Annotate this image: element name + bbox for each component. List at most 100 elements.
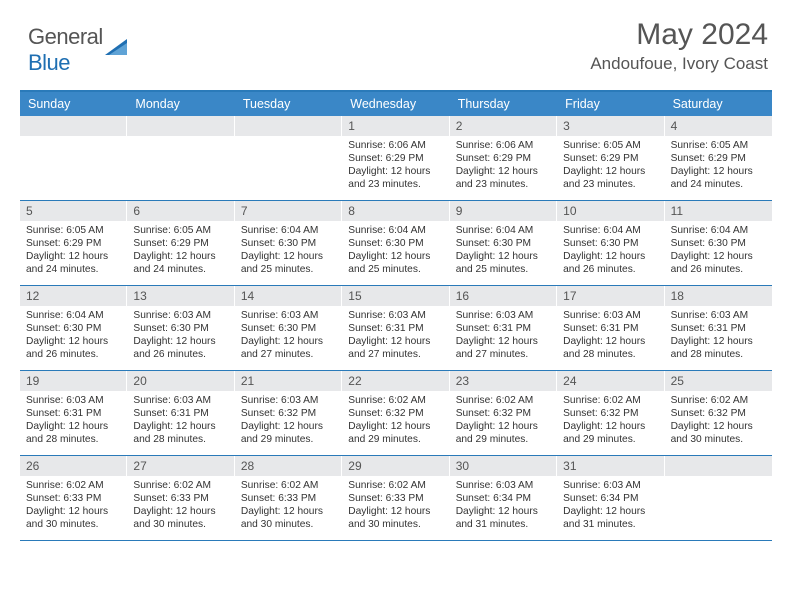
day-number: 5 (20, 201, 127, 221)
day-number: 16 (450, 286, 557, 306)
day-info: Sunrise: 6:03 AMSunset: 6:30 PMDaylight:… (127, 306, 234, 365)
day-number: 19 (20, 371, 127, 391)
week-row: ...1Sunrise: 6:06 AMSunset: 6:29 PMDayli… (20, 116, 772, 201)
day-number: 24 (557, 371, 664, 391)
day-cell: 18Sunrise: 6:03 AMSunset: 6:31 PMDayligh… (665, 286, 772, 370)
day-number: 2 (450, 116, 557, 136)
day-info: Sunrise: 6:03 AMSunset: 6:31 PMDaylight:… (20, 391, 127, 450)
day-number: 20 (127, 371, 234, 391)
day-cell: 26Sunrise: 6:02 AMSunset: 6:33 PMDayligh… (20, 456, 127, 540)
day-cell: 9Sunrise: 6:04 AMSunset: 6:30 PMDaylight… (450, 201, 557, 285)
day-number: . (20, 116, 127, 136)
day-header-cell: Friday (557, 92, 664, 116)
week-row: 26Sunrise: 6:02 AMSunset: 6:33 PMDayligh… (20, 456, 772, 541)
day-number: . (127, 116, 234, 136)
logo-part1: General (28, 24, 103, 49)
logo-triangle-icon (105, 37, 131, 64)
day-info: Sunrise: 6:02 AMSunset: 6:32 PMDaylight:… (665, 391, 772, 450)
day-number: 15 (342, 286, 449, 306)
day-info: Sunrise: 6:03 AMSunset: 6:31 PMDaylight:… (450, 306, 557, 365)
day-cell: 12Sunrise: 6:04 AMSunset: 6:30 PMDayligh… (20, 286, 127, 370)
header: General Blue May 2024 Andoufoue, Ivory C… (0, 0, 792, 84)
day-cell: 3Sunrise: 6:05 AMSunset: 6:29 PMDaylight… (557, 116, 664, 200)
day-cell: . (235, 116, 342, 200)
day-cell: 4Sunrise: 6:05 AMSunset: 6:29 PMDaylight… (665, 116, 772, 200)
day-number: . (665, 456, 772, 476)
day-cell: 13Sunrise: 6:03 AMSunset: 6:30 PMDayligh… (127, 286, 234, 370)
day-info: Sunrise: 6:05 AMSunset: 6:29 PMDaylight:… (20, 221, 127, 280)
day-info: Sunrise: 6:05 AMSunset: 6:29 PMDaylight:… (127, 221, 234, 280)
week-row: 12Sunrise: 6:04 AMSunset: 6:30 PMDayligh… (20, 286, 772, 371)
day-number: 29 (342, 456, 449, 476)
logo: General Blue (28, 24, 131, 76)
day-cell: 2Sunrise: 6:06 AMSunset: 6:29 PMDaylight… (450, 116, 557, 200)
day-cell: 29Sunrise: 6:02 AMSunset: 6:33 PMDayligh… (342, 456, 449, 540)
day-cell: 17Sunrise: 6:03 AMSunset: 6:31 PMDayligh… (557, 286, 664, 370)
day-number: 1 (342, 116, 449, 136)
day-number: 23 (450, 371, 557, 391)
day-cell: 7Sunrise: 6:04 AMSunset: 6:30 PMDaylight… (235, 201, 342, 285)
day-cell: 30Sunrise: 6:03 AMSunset: 6:34 PMDayligh… (450, 456, 557, 540)
day-info: Sunrise: 6:02 AMSunset: 6:33 PMDaylight:… (127, 476, 234, 535)
day-cell: 6Sunrise: 6:05 AMSunset: 6:29 PMDaylight… (127, 201, 234, 285)
day-header-cell: Saturday (665, 92, 772, 116)
day-cell: 8Sunrise: 6:04 AMSunset: 6:30 PMDaylight… (342, 201, 449, 285)
day-cell: 31Sunrise: 6:03 AMSunset: 6:34 PMDayligh… (557, 456, 664, 540)
week-row: 5Sunrise: 6:05 AMSunset: 6:29 PMDaylight… (20, 201, 772, 286)
day-number: 14 (235, 286, 342, 306)
day-info: Sunrise: 6:03 AMSunset: 6:31 PMDaylight:… (665, 306, 772, 365)
day-info: Sunrise: 6:02 AMSunset: 6:32 PMDaylight:… (557, 391, 664, 450)
logo-part2: Blue (28, 50, 70, 75)
day-cell: . (665, 456, 772, 540)
day-info: Sunrise: 6:06 AMSunset: 6:29 PMDaylight:… (342, 136, 449, 195)
day-info: Sunrise: 6:03 AMSunset: 6:31 PMDaylight:… (127, 391, 234, 450)
day-info: Sunrise: 6:04 AMSunset: 6:30 PMDaylight:… (665, 221, 772, 280)
day-number: 27 (127, 456, 234, 476)
day-cell: 1Sunrise: 6:06 AMSunset: 6:29 PMDaylight… (342, 116, 449, 200)
day-number: 30 (450, 456, 557, 476)
day-number: 9 (450, 201, 557, 221)
day-number: 11 (665, 201, 772, 221)
month-title: May 2024 (590, 18, 768, 52)
day-cell: 20Sunrise: 6:03 AMSunset: 6:31 PMDayligh… (127, 371, 234, 455)
day-info: Sunrise: 6:02 AMSunset: 6:32 PMDaylight:… (342, 391, 449, 450)
day-number: 4 (665, 116, 772, 136)
day-number: 25 (665, 371, 772, 391)
day-info: Sunrise: 6:04 AMSunset: 6:30 PMDaylight:… (557, 221, 664, 280)
day-header-row: SundayMondayTuesdayWednesdayThursdayFrid… (20, 92, 772, 116)
day-info: Sunrise: 6:04 AMSunset: 6:30 PMDaylight:… (235, 221, 342, 280)
day-number: 21 (235, 371, 342, 391)
day-number: 28 (235, 456, 342, 476)
location: Andoufoue, Ivory Coast (590, 54, 768, 74)
day-info: Sunrise: 6:02 AMSunset: 6:33 PMDaylight:… (20, 476, 127, 535)
day-header-cell: Sunday (20, 92, 127, 116)
day-cell: 5Sunrise: 6:05 AMSunset: 6:29 PMDaylight… (20, 201, 127, 285)
day-cell: 14Sunrise: 6:03 AMSunset: 6:30 PMDayligh… (235, 286, 342, 370)
day-info: Sunrise: 6:02 AMSunset: 6:32 PMDaylight:… (450, 391, 557, 450)
logo-text: General Blue (28, 24, 103, 76)
day-info: Sunrise: 6:03 AMSunset: 6:30 PMDaylight:… (235, 306, 342, 365)
day-cell: 23Sunrise: 6:02 AMSunset: 6:32 PMDayligh… (450, 371, 557, 455)
day-cell: 28Sunrise: 6:02 AMSunset: 6:33 PMDayligh… (235, 456, 342, 540)
day-cell: 19Sunrise: 6:03 AMSunset: 6:31 PMDayligh… (20, 371, 127, 455)
day-info: Sunrise: 6:02 AMSunset: 6:33 PMDaylight:… (342, 476, 449, 535)
day-info: Sunrise: 6:04 AMSunset: 6:30 PMDaylight:… (342, 221, 449, 280)
day-info: Sunrise: 6:04 AMSunset: 6:30 PMDaylight:… (20, 306, 127, 365)
day-cell: 10Sunrise: 6:04 AMSunset: 6:30 PMDayligh… (557, 201, 664, 285)
week-row: 19Sunrise: 6:03 AMSunset: 6:31 PMDayligh… (20, 371, 772, 456)
day-info: Sunrise: 6:05 AMSunset: 6:29 PMDaylight:… (557, 136, 664, 195)
day-info: Sunrise: 6:03 AMSunset: 6:34 PMDaylight:… (557, 476, 664, 535)
calendar: SundayMondayTuesdayWednesdayThursdayFrid… (20, 90, 772, 541)
day-cell: 27Sunrise: 6:02 AMSunset: 6:33 PMDayligh… (127, 456, 234, 540)
day-number: 17 (557, 286, 664, 306)
day-number: 31 (557, 456, 664, 476)
day-number: 12 (20, 286, 127, 306)
day-number: . (235, 116, 342, 136)
day-info: Sunrise: 6:03 AMSunset: 6:34 PMDaylight:… (450, 476, 557, 535)
day-number: 22 (342, 371, 449, 391)
day-info: Sunrise: 6:03 AMSunset: 6:32 PMDaylight:… (235, 391, 342, 450)
day-header-cell: Monday (127, 92, 234, 116)
day-info: Sunrise: 6:05 AMSunset: 6:29 PMDaylight:… (665, 136, 772, 195)
day-number: 10 (557, 201, 664, 221)
day-cell: . (127, 116, 234, 200)
